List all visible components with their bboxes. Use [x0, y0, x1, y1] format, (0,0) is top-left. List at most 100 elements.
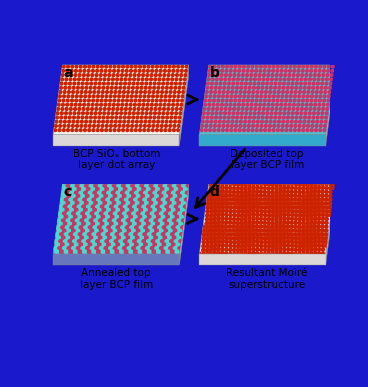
Circle shape	[273, 200, 276, 202]
Circle shape	[318, 252, 321, 254]
Circle shape	[121, 191, 124, 195]
Circle shape	[180, 103, 183, 106]
Circle shape	[167, 78, 169, 81]
Circle shape	[80, 236, 84, 240]
Circle shape	[72, 188, 77, 192]
Circle shape	[230, 241, 233, 243]
Circle shape	[74, 243, 78, 247]
Circle shape	[59, 240, 63, 243]
Circle shape	[159, 219, 162, 223]
Circle shape	[71, 219, 75, 223]
Circle shape	[213, 245, 216, 247]
Circle shape	[255, 224, 258, 227]
Circle shape	[140, 116, 143, 119]
Circle shape	[161, 250, 165, 254]
Circle shape	[96, 222, 100, 226]
Circle shape	[112, 202, 116, 205]
Circle shape	[297, 74, 299, 77]
Circle shape	[243, 196, 246, 199]
Circle shape	[60, 250, 64, 254]
Circle shape	[321, 112, 324, 115]
Circle shape	[298, 95, 301, 98]
Circle shape	[65, 112, 67, 115]
Circle shape	[221, 237, 224, 240]
Circle shape	[184, 74, 187, 77]
Circle shape	[234, 203, 237, 205]
Circle shape	[64, 116, 67, 119]
Circle shape	[241, 78, 244, 81]
Circle shape	[71, 95, 74, 98]
Circle shape	[279, 221, 282, 224]
Circle shape	[58, 129, 61, 132]
Circle shape	[252, 252, 255, 255]
Circle shape	[262, 198, 265, 201]
Circle shape	[314, 206, 316, 209]
Circle shape	[321, 194, 323, 197]
Circle shape	[310, 225, 312, 228]
Circle shape	[179, 222, 183, 226]
Circle shape	[241, 242, 244, 245]
Circle shape	[304, 204, 307, 206]
Circle shape	[244, 206, 247, 209]
Circle shape	[277, 200, 280, 203]
Circle shape	[125, 191, 129, 195]
Circle shape	[241, 237, 243, 240]
Circle shape	[258, 112, 260, 115]
Circle shape	[109, 95, 112, 98]
Circle shape	[141, 112, 144, 115]
Circle shape	[114, 240, 118, 243]
Text: b: b	[209, 66, 219, 80]
Circle shape	[101, 91, 104, 93]
Circle shape	[233, 187, 235, 190]
Circle shape	[269, 238, 272, 241]
Circle shape	[221, 206, 224, 209]
Circle shape	[256, 221, 259, 224]
Circle shape	[241, 241, 243, 243]
Circle shape	[231, 198, 234, 201]
Circle shape	[256, 252, 259, 255]
Circle shape	[322, 74, 325, 77]
Circle shape	[236, 86, 238, 89]
Circle shape	[230, 210, 233, 212]
Circle shape	[306, 129, 309, 132]
Circle shape	[318, 214, 320, 216]
Circle shape	[68, 222, 72, 226]
Circle shape	[168, 99, 171, 102]
Circle shape	[173, 247, 177, 250]
Circle shape	[146, 212, 149, 216]
Circle shape	[168, 184, 171, 188]
Circle shape	[218, 125, 220, 127]
Circle shape	[88, 95, 91, 98]
Circle shape	[273, 235, 276, 237]
Circle shape	[217, 221, 220, 224]
Circle shape	[125, 209, 129, 212]
Circle shape	[229, 194, 232, 197]
Circle shape	[254, 108, 256, 110]
Circle shape	[288, 74, 291, 77]
Circle shape	[132, 195, 136, 199]
Circle shape	[95, 78, 98, 81]
Circle shape	[310, 241, 312, 243]
Circle shape	[208, 69, 211, 72]
Circle shape	[105, 129, 107, 132]
Circle shape	[318, 221, 320, 224]
Circle shape	[290, 221, 293, 224]
Circle shape	[139, 209, 143, 212]
Circle shape	[64, 216, 68, 219]
Circle shape	[291, 245, 294, 247]
Circle shape	[110, 188, 113, 192]
Circle shape	[279, 245, 282, 247]
Circle shape	[203, 108, 206, 110]
Circle shape	[241, 221, 243, 224]
Circle shape	[231, 233, 233, 236]
Circle shape	[264, 125, 267, 127]
Circle shape	[296, 210, 298, 213]
Circle shape	[155, 69, 158, 72]
Circle shape	[314, 216, 317, 219]
Circle shape	[241, 198, 243, 201]
Circle shape	[325, 183, 328, 186]
Circle shape	[145, 112, 148, 115]
Circle shape	[232, 191, 235, 194]
Circle shape	[244, 252, 247, 255]
Circle shape	[283, 185, 286, 188]
